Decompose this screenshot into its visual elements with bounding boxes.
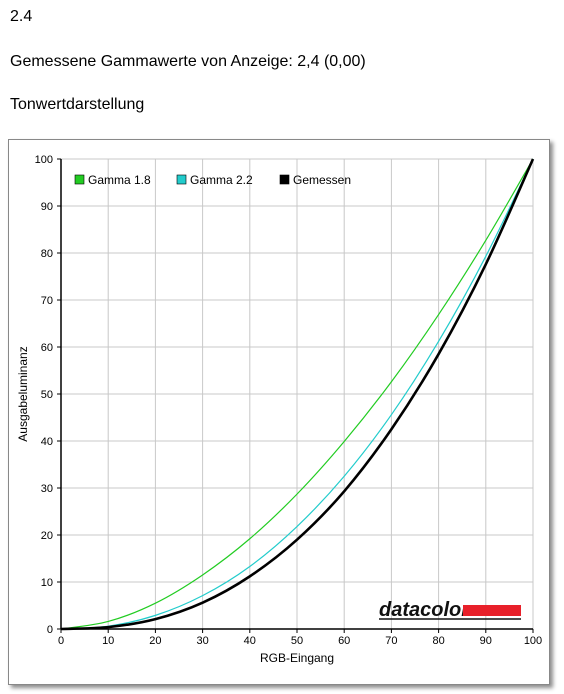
section-title: Tonwertdarstellung [10,96,145,113]
x-tick-label: 0 [58,635,64,647]
x-tick-label: 100 [524,635,542,647]
y-axis-label: Ausgabeluminanz [16,346,30,441]
x-tick-label: 60 [338,635,350,647]
series-line-gamma-2-2 [60,158,534,630]
series-line-gamma-1-8 [60,158,534,630]
x-tick-label: 30 [196,635,208,647]
gamma-value: 2.4 [10,8,33,25]
legend-swatch-gamma-1-8 [74,174,85,185]
datacolor-logo-bar [463,605,521,616]
legend-swatch-gamma-2-2 [176,174,187,185]
y-tick-label: 80 [41,248,53,260]
y-tick-label: 70 [41,295,53,307]
chart-svg: 0 10 20 30 40 50 60 70 80 90 100 0 10 20 30 40 50 60 70 80 9… [16,154,542,665]
y-tick-label: 20 [41,530,53,542]
series-line-gemessen [60,158,535,631]
x-tick-label: 40 [244,635,256,647]
legend-label: Gemessen [293,173,351,187]
x-tick-label: 90 [480,635,492,647]
legend-swatch-gemessen [279,174,290,185]
y-tick-label: 60 [41,342,53,354]
x-tick-label: 70 [385,635,397,647]
y-tick-label: 100 [35,154,53,166]
x-axis-label: RGB-Eingang [260,651,334,665]
y-tick-label: 40 [41,436,53,448]
measured-gamma-text: Gemessene Gammawerte von Anzeige: 2,4 (0… [10,53,366,70]
legend-label: Gamma 1.8 [88,173,151,187]
y-tick-label: 50 [41,389,53,401]
x-tick-label: 10 [102,635,114,647]
y-tick-label: 0 [47,624,53,636]
x-tick-label: 80 [432,635,444,647]
y-tick-label: 90 [41,201,53,213]
x-tick-label: 50 [291,635,303,647]
y-tick-label: 30 [41,483,53,495]
legend-label: Gamma 2.2 [190,173,253,187]
tone-response-chart: 0 10 20 30 40 50 60 70 80 90 100 0 10 20 30 40 50 60 70 80 9… [8,139,550,685]
x-tick-label: 20 [149,635,161,647]
y-tick-label: 10 [41,577,53,589]
datacolor-logo: datacolor [379,599,470,621]
